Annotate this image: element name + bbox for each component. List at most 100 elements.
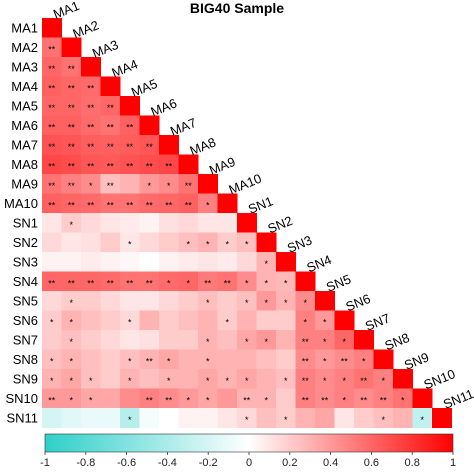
diagonal-label: MA2 — [71, 17, 101, 41]
heatmap-cell — [100, 96, 121, 116]
heatmap-cell — [198, 291, 218, 311]
significance-marker: * — [206, 395, 210, 405]
heatmap-cell — [178, 330, 199, 350]
significance-marker: * — [89, 181, 93, 191]
heatmap-cell — [237, 232, 257, 253]
heatmap-cell — [61, 115, 82, 136]
diagonal-label: SN6 — [344, 291, 373, 314]
heatmap-cell — [139, 330, 160, 350]
heatmap-cell — [42, 349, 62, 370]
significance-marker: * — [167, 278, 171, 288]
significance-marker: * — [420, 415, 424, 425]
significance-marker: ** — [68, 161, 76, 171]
heatmap-cell — [373, 408, 394, 428]
diagonal-label: SN7 — [363, 310, 392, 333]
heatmap-cell — [81, 193, 101, 214]
heatmap-cell — [217, 310, 238, 331]
heatmap-cell — [315, 330, 335, 350]
significance-marker: ** — [68, 83, 76, 93]
significance-marker: ** — [302, 337, 310, 347]
heatmap-cell — [256, 330, 277, 350]
heatmap-cell — [198, 310, 218, 331]
row-label: MA7 — [11, 137, 38, 152]
heatmap-cell — [139, 213, 160, 233]
heatmap-cell — [42, 271, 62, 292]
heatmap-cell — [120, 252, 140, 272]
heatmap-cell — [393, 369, 413, 389]
heatmap-cell — [159, 310, 179, 331]
significance-marker: * — [50, 317, 54, 327]
diagonal-label: MA5 — [129, 76, 159, 100]
heatmap-cell — [120, 408, 140, 428]
significance-marker: ** — [146, 142, 154, 152]
significance-marker: * — [303, 298, 307, 308]
heatmap-cell — [139, 388, 160, 409]
significance-marker: ** — [87, 161, 95, 171]
heatmap-cell — [100, 369, 121, 389]
significance-marker: ** — [87, 103, 95, 113]
significance-marker: ** — [48, 395, 56, 405]
row-label: SN2 — [13, 235, 38, 250]
colorbar-tick-label: 0.4 — [323, 457, 338, 469]
heatmap-cell — [120, 330, 140, 350]
heatmap-cell — [61, 252, 82, 272]
significance-marker: * — [206, 376, 210, 386]
heatmap-cell — [100, 310, 121, 331]
heatmap-cell — [237, 408, 257, 428]
heatmap-cell — [42, 291, 62, 311]
row-label: MA4 — [11, 79, 38, 94]
heatmap-cell — [159, 213, 179, 233]
heatmap-cell — [139, 115, 160, 136]
heatmap-cell — [42, 96, 62, 116]
heatmap-cell — [334, 369, 355, 389]
heatmap-cell — [237, 369, 257, 389]
heatmap-cell — [178, 349, 199, 370]
heatmap-cell — [81, 408, 101, 428]
heatmap-cell — [276, 388, 296, 409]
heatmap-cell — [81, 252, 101, 272]
significance-marker: ** — [48, 278, 56, 288]
significance-marker: ** — [302, 376, 310, 386]
significance-marker: * — [381, 415, 385, 425]
significance-marker: ** — [107, 103, 115, 113]
diagonal-label: SN1 — [246, 193, 275, 216]
row-label: SN4 — [13, 274, 38, 289]
significance-marker: * — [69, 337, 73, 347]
heatmap-cell — [178, 174, 199, 194]
heatmap-cell — [61, 369, 82, 389]
heatmap-cell — [42, 76, 62, 97]
heatmap-cell — [159, 193, 179, 214]
significance-marker: * — [245, 337, 249, 347]
heatmap-cell — [139, 291, 160, 311]
heatmap-cell — [61, 213, 82, 233]
heatmap-cell — [178, 154, 199, 175]
significance-marker: ** — [48, 83, 56, 93]
heatmap-cell — [237, 349, 257, 370]
significance-marker: ** — [360, 395, 368, 405]
heatmap-cell — [100, 291, 121, 311]
heatmap-cell — [120, 349, 140, 370]
heatmap-cell — [217, 252, 238, 272]
heatmap-cell — [159, 271, 179, 292]
significance-marker: * — [206, 337, 210, 347]
significance-marker: * — [245, 415, 249, 425]
heatmap-cell — [217, 271, 238, 292]
significance-marker: ** — [185, 181, 193, 191]
heatmap-cell — [159, 291, 179, 311]
significance-marker: * — [206, 239, 210, 249]
heatmap-cell — [256, 291, 277, 311]
row-label: MA1 — [11, 20, 38, 35]
heatmap-cell — [276, 408, 296, 428]
significance-marker: * — [264, 395, 268, 405]
heatmap-cell — [276, 369, 296, 389]
heatmap-cell — [159, 232, 179, 253]
heatmap-cell — [198, 232, 218, 253]
significance-marker: * — [167, 181, 171, 191]
diagonal-label: MA7 — [168, 115, 198, 139]
heatmap-cell — [81, 174, 101, 194]
colorbar-gradient — [44, 433, 454, 453]
heatmap-cell — [315, 291, 335, 311]
heatmap-cell — [159, 174, 179, 194]
significance-marker: * — [128, 356, 132, 366]
heatmap-cell — [178, 369, 199, 389]
